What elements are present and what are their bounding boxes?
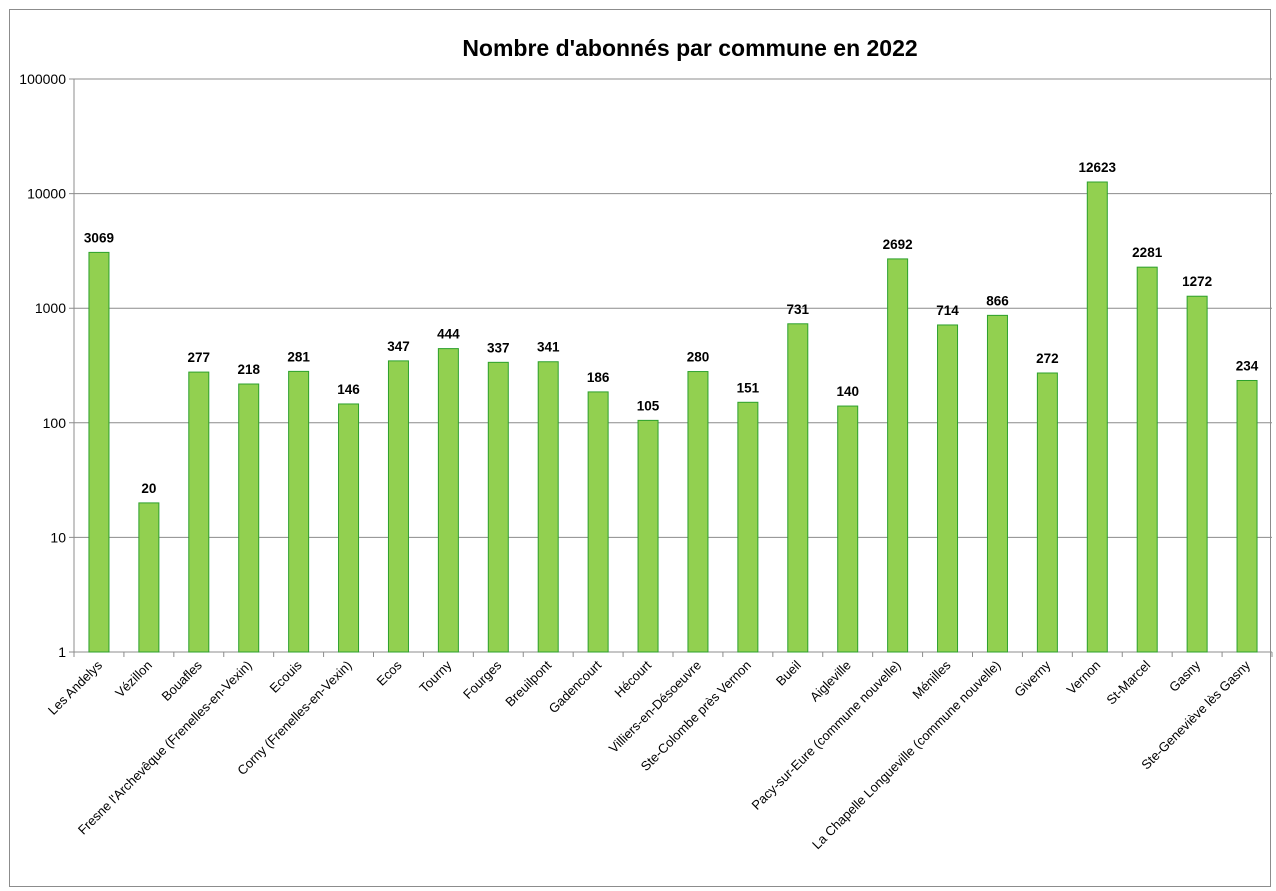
data-label: 146 bbox=[337, 382, 360, 397]
data-label: 281 bbox=[287, 349, 310, 364]
bar bbox=[1086, 181, 1108, 653]
data-label: 12623 bbox=[1079, 160, 1117, 175]
data-label: 272 bbox=[1036, 351, 1059, 366]
data-label: 337 bbox=[487, 340, 510, 355]
y-tick-label: 1 bbox=[58, 644, 66, 660]
bar bbox=[138, 502, 160, 653]
x-tick-label: Tourny bbox=[416, 657, 455, 696]
bar bbox=[437, 348, 459, 653]
bar bbox=[887, 258, 909, 653]
bar bbox=[1036, 372, 1058, 653]
data-label: 3069 bbox=[84, 230, 114, 245]
bar bbox=[637, 419, 659, 653]
x-tick-label: Bouafles bbox=[159, 657, 206, 704]
y-tick-label: 100 bbox=[43, 415, 67, 431]
bar bbox=[1236, 379, 1258, 653]
data-label: 347 bbox=[387, 339, 410, 354]
data-label: 20 bbox=[141, 481, 156, 496]
gridlines bbox=[69, 78, 1273, 657]
bar bbox=[537, 361, 559, 653]
x-tick-label: Breuilpont bbox=[502, 657, 554, 709]
bar bbox=[587, 391, 609, 653]
y-tick-label: 1000 bbox=[35, 300, 66, 316]
bar bbox=[387, 360, 409, 653]
x-tick-label: Bueil bbox=[773, 657, 804, 688]
bar bbox=[88, 251, 110, 653]
data-label: 140 bbox=[836, 384, 859, 399]
data-label: 444 bbox=[437, 327, 460, 342]
bar bbox=[687, 371, 709, 653]
bar bbox=[338, 403, 360, 653]
x-tick-label: Ecouis bbox=[267, 657, 306, 696]
data-label: 341 bbox=[537, 340, 560, 355]
bar bbox=[238, 383, 260, 653]
bar bbox=[986, 314, 1008, 653]
y-tick-label: 10000 bbox=[27, 186, 66, 202]
x-tick-label: Gadencourt bbox=[546, 657, 605, 716]
x-tick-label: St-Marcel bbox=[1103, 657, 1153, 707]
bar bbox=[487, 361, 509, 653]
x-tick-label: Villiers-en-Désoeuvre bbox=[606, 658, 704, 756]
bar bbox=[1186, 295, 1208, 653]
y-tick-label: 100000 bbox=[19, 71, 66, 87]
bar bbox=[937, 324, 959, 653]
bar bbox=[188, 371, 210, 653]
x-tick-label: Vézillon bbox=[112, 658, 155, 701]
data-label: 1272 bbox=[1182, 274, 1212, 289]
data-label: 280 bbox=[687, 350, 710, 365]
data-label: 105 bbox=[637, 398, 660, 413]
data-label: 234 bbox=[1236, 358, 1259, 373]
x-tick-label: Gasny bbox=[1166, 657, 1204, 695]
x-tick-label: Fourges bbox=[460, 657, 505, 702]
x-tick-label: Ecos bbox=[374, 657, 405, 688]
data-label: 186 bbox=[587, 370, 610, 385]
x-tick-label: Hécourt bbox=[611, 657, 654, 700]
bar bbox=[737, 401, 759, 653]
bar bbox=[288, 370, 310, 653]
data-label: 218 bbox=[237, 362, 260, 377]
data-label: 277 bbox=[188, 350, 211, 365]
data-label: 731 bbox=[787, 302, 810, 317]
data-label: 714 bbox=[936, 303, 959, 318]
data-label: 2692 bbox=[883, 237, 913, 252]
y-axis-ticks: 1 10 100 1000 10000 100000 bbox=[19, 71, 66, 660]
bar bbox=[837, 405, 859, 653]
chart-title: Nombre d'abonnés par commune en 2022 bbox=[462, 35, 917, 61]
x-tick-label: Ménilles bbox=[909, 657, 954, 702]
data-label: 151 bbox=[737, 380, 760, 395]
data-label: 2281 bbox=[1132, 245, 1163, 260]
x-tick-label: Vernon bbox=[1064, 658, 1104, 698]
x-tick-label: Les Andelys bbox=[45, 657, 106, 718]
x-tick-label: Giverny bbox=[1011, 657, 1054, 700]
bar bbox=[787, 323, 809, 653]
y-tick-label: 10 bbox=[50, 529, 66, 545]
data-label: 866 bbox=[986, 293, 1009, 308]
x-tick-label: Aigleville bbox=[807, 658, 854, 705]
x-tick-label: La Chapelle Longueville (commune nouvell… bbox=[809, 658, 1004, 853]
bars bbox=[88, 181, 1258, 653]
bar bbox=[1136, 266, 1158, 653]
x-tick-label: Fresne l'Archevêque (Frenelles-en-Vexin) bbox=[75, 658, 255, 838]
data-labels: 3069 20 277 218 281 146 347 444 337 341 186 105 280 1… bbox=[84, 160, 1259, 496]
